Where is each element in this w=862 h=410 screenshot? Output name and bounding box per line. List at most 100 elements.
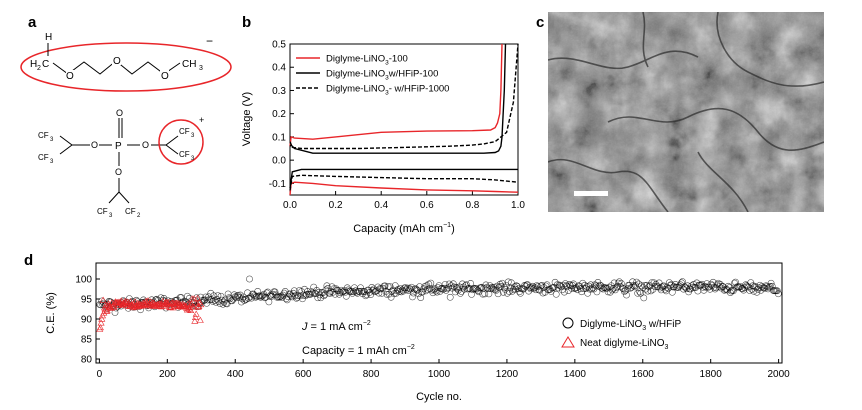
hfip-highlight-ellipse: [158, 119, 204, 165]
ce-x-tick-label: 1200: [496, 369, 519, 380]
ce-point-neat: [98, 315, 106, 322]
ce-point-hfip: [459, 280, 466, 288]
ce-point-hfip: [214, 292, 222, 299]
ce-point-hfip: [647, 287, 655, 295]
voltage-legend-entry-sub: 3: [385, 75, 389, 82]
ce-y-tick-label: 100: [75, 275, 92, 286]
ce-x-tick-label: 0: [97, 369, 103, 380]
ce-point-hfip: [552, 290, 560, 298]
ce-point-hfip: [265, 298, 273, 306]
ce-point-hfip: [538, 282, 546, 289]
atom-cf3-bottom: CF: [97, 207, 108, 216]
ce-point-hfip: [729, 286, 736, 294]
sem-texture-fine: [548, 12, 824, 212]
atom-h2c-sub: 2: [37, 65, 41, 72]
hfip-phosphate-molecule: P O O CF 3 CF 3 O CF 3 CF 3 + O CF 3 CF …: [38, 108, 204, 219]
ce-annotation-current-eq: = 1 mA cm: [308, 321, 363, 333]
voltage-y-tick-label: 0.3: [272, 86, 286, 97]
ce-legend-entry-2-sub: 3: [664, 344, 668, 351]
ce-point-hfip: [290, 287, 298, 295]
ce-point-hfip: [371, 288, 379, 296]
ce-point-hfip: [618, 280, 625, 287]
ce-point-hfip: [133, 296, 140, 304]
ce-point-hfip: [218, 296, 226, 304]
ce-point-hfip: [241, 297, 248, 304]
atom-cf3-right-top: CF: [179, 127, 190, 136]
ce-point-hfip: [566, 281, 573, 288]
ce-point-hfip: [433, 288, 441, 296]
diglyme-highlight-ellipse: [20, 42, 232, 92]
ce-point-hfip: [332, 285, 340, 293]
ce-point-hfip: [560, 288, 568, 296]
panel-label-a: a: [28, 14, 37, 31]
ce-point-hfip: [442, 287, 450, 294]
ce-point-neat: [186, 301, 194, 308]
ce-legend-entry-2-main: Neat diglyme-LiNO: [580, 338, 665, 349]
voltage-legend-entry-sub: 3: [385, 60, 389, 67]
ce-point-neat: [167, 303, 175, 310]
ce-legend-marker-circle: [562, 317, 574, 329]
ce-point-hfip: [254, 288, 262, 295]
ce-point-hfip: [773, 287, 781, 295]
ce-point-hfip: [494, 290, 502, 298]
hfip-charge-sign: +: [199, 115, 204, 125]
ce-point-neat: [107, 304, 115, 311]
voltage-x-axis-label-sup: −1: [443, 222, 451, 229]
ce-point-hfip: [573, 284, 580, 291]
ce-legend-entry-1-tail: w/HFiP: [646, 319, 681, 330]
ce-point-hfip: [532, 286, 540, 294]
ce-point-neat: [99, 296, 107, 303]
voltage-x-axis-label: Capacity (mAh cm−1): [353, 222, 455, 235]
ce-point-hfip: [651, 283, 659, 290]
ce-point-hfip: [533, 282, 541, 289]
ce-chart: 0 200 400 600 800 1000 1200 1400 1600 1800 2000 100…: [45, 262, 790, 403]
voltage-y-tick-label: 0.0: [272, 156, 286, 167]
voltage-chart-legend: Diglyme-LiNO3-100Diglyme-LiNO3w/HFiP-100…: [296, 54, 449, 97]
atom-o-top: O: [116, 108, 123, 118]
ce-point-hfip: [212, 298, 220, 306]
ce-point-hfip: [418, 289, 426, 296]
ce-point-hfip: [769, 287, 777, 294]
ce-point-neat: [197, 300, 205, 308]
ce-x-tick-label: 600: [295, 369, 312, 380]
atom-cf2-bottom: CF: [125, 207, 136, 216]
ce-point-hfip: [753, 288, 761, 296]
ce-point-neat: [195, 302, 203, 310]
ce-point-hfip: [728, 287, 735, 295]
ce-x-tick-label: 400: [227, 369, 244, 380]
ce-point-hfip: [452, 284, 460, 291]
ce-annotation-current-j: J: [301, 321, 308, 333]
ce-x-tick-label: 1000: [428, 369, 451, 380]
ce-point-hfip: [261, 294, 269, 302]
voltage-x-tick-label: 0.4: [374, 200, 388, 211]
voltage-y-tick-label: 0.1: [272, 132, 286, 143]
ce-annotation-capacity-sup: −2: [407, 344, 415, 351]
atom-cf3-right-bot-sub: 3: [191, 156, 195, 162]
diglyme-charge-sign: −: [206, 34, 213, 48]
atom-o-2: O: [113, 56, 121, 67]
ce-point-hfip: [98, 297, 106, 305]
ce-point-hfip: [469, 286, 476, 294]
voltage-legend-entry-main: Diglyme-LiNO: [326, 69, 385, 80]
atom-cf3-left-top-sub: 3: [50, 137, 54, 143]
voltage-legend-entry-main: Diglyme-LiNO: [326, 84, 385, 95]
atom-o-bottom: O: [115, 167, 122, 177]
ce-x-tick-label: 800: [363, 369, 380, 380]
atom-cf3-left-bot-sub: 3: [50, 159, 54, 165]
ce-x-axis-label: Cycle no.: [416, 391, 462, 403]
ce-point-hfip: [338, 288, 346, 296]
voltage-x-tick-label: 1.0: [511, 200, 525, 211]
ce-point-hfip: [204, 296, 212, 304]
panel-label-c: c: [536, 14, 544, 31]
voltage-y-tick-label: 0.2: [272, 109, 286, 120]
voltage-legend-entry-main: Diglyme-LiNO: [326, 54, 385, 65]
ce-y-tick-label: 80: [81, 355, 93, 366]
panel-label-d: d: [24, 252, 33, 269]
ce-point-hfip: [246, 275, 253, 283]
ce-point-neat: [191, 317, 199, 324]
ce-point-neat: [187, 306, 195, 314]
ce-point-hfip: [384, 283, 392, 290]
ce-x-tick-label: 1400: [564, 369, 587, 380]
voltage-legend-entry-1: Diglyme-LiNO3-100: [326, 54, 408, 67]
ce-point-neat: [184, 300, 192, 307]
